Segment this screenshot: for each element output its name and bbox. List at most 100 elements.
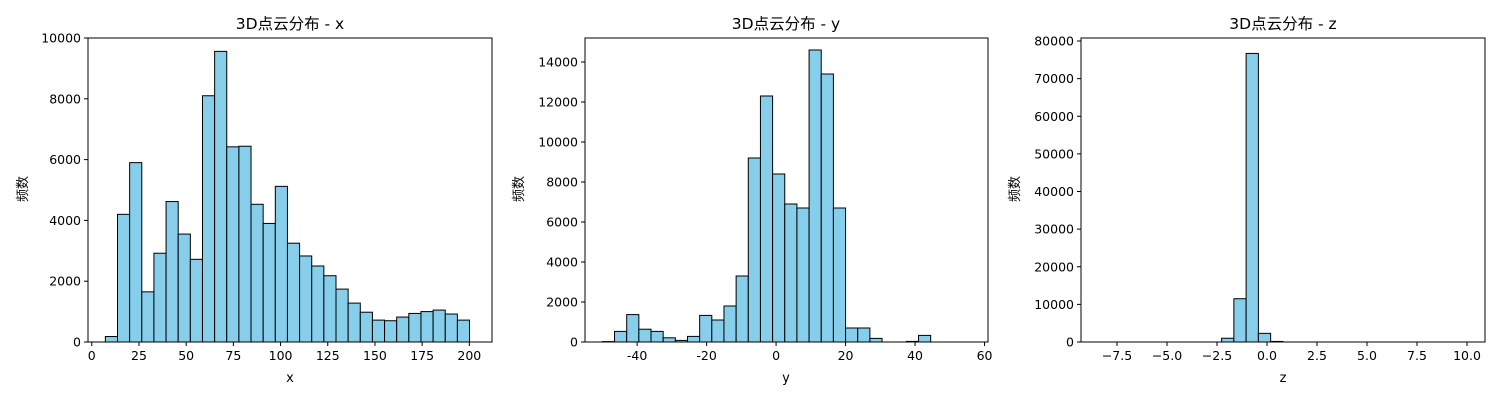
histogram-bar xyxy=(201,95,216,343)
histogram-bar xyxy=(747,157,761,343)
histogram-bar xyxy=(226,146,240,343)
y-ticks: 0 2000 4000 6000 8000 10000 12000 14000 xyxy=(538,55,585,350)
histogram-bar xyxy=(614,330,628,343)
histogram-bar xyxy=(845,327,859,343)
x-tick-label: 50 xyxy=(178,348,194,363)
y-tick-label: 0 xyxy=(73,335,81,350)
histogram-bar xyxy=(918,334,932,343)
y-tick-label: 0 xyxy=(1066,335,1074,350)
x-tick-label: 2.5 xyxy=(1307,348,1327,363)
histogram-bar xyxy=(189,258,203,343)
y-axis-label: 频数 xyxy=(1008,176,1023,202)
histogram-bar xyxy=(723,305,737,343)
x-tick-label: -40 xyxy=(627,348,647,363)
y-tick-label: 60000 xyxy=(1034,109,1074,124)
histogram-bar xyxy=(869,337,883,343)
x-tick-label: 150 xyxy=(363,348,387,363)
histogram-bar xyxy=(444,313,458,343)
histogram-bar xyxy=(238,145,252,343)
histogram-bar xyxy=(808,49,822,343)
histogram-bar xyxy=(274,185,288,343)
histogram-bar xyxy=(820,73,834,343)
x-tick-label: 175 xyxy=(410,348,434,363)
y-tick-label: 10000 xyxy=(538,135,578,150)
x-axis-label: y xyxy=(782,371,790,386)
bars xyxy=(104,50,471,343)
x-tick-label: 40 xyxy=(907,348,923,363)
histogram-bar xyxy=(359,311,373,343)
x-axis-label: x xyxy=(286,371,294,386)
chart-title: 3D点云分布 - y xyxy=(732,15,840,33)
histogram-bar xyxy=(857,327,871,343)
y-tick-label: 2000 xyxy=(49,274,81,289)
x-tick-label: 0 xyxy=(772,348,780,363)
histogram-bar xyxy=(371,319,386,343)
histogram-bar xyxy=(626,314,640,343)
x-tick-label: 75 xyxy=(225,348,241,363)
y-tick-label: 14000 xyxy=(538,55,578,70)
y-tick-label: 4000 xyxy=(49,213,81,228)
histogram-bar xyxy=(299,255,313,343)
x-tick-label: −2.5 xyxy=(1202,348,1232,363)
histogram-bar xyxy=(384,320,398,343)
y-tick-label: 6000 xyxy=(546,215,578,230)
y-tick-label: 8000 xyxy=(49,91,81,106)
x-tick-label: 25 xyxy=(131,348,147,363)
x-tick-label: 0 xyxy=(88,348,96,363)
histogram-bar xyxy=(104,336,119,343)
x-tick-label: 100 xyxy=(269,348,293,363)
histogram-bar xyxy=(1257,332,1272,343)
histogram-bar xyxy=(759,95,774,343)
x-tick-label: 60 xyxy=(977,348,993,363)
y-tick-label: 70000 xyxy=(1034,71,1074,86)
histogram-bar xyxy=(165,201,179,343)
y-ticks: 0 2000 4000 6000 8000 10000 xyxy=(41,31,88,350)
x-tick-label: 125 xyxy=(316,348,340,363)
x-tick-label: 0.0 xyxy=(1257,348,1277,363)
y-tick-label: 4000 xyxy=(546,255,578,270)
y-axis-label: 频数 xyxy=(512,176,527,202)
histogram-bar xyxy=(323,275,337,343)
y-tick-label: 30000 xyxy=(1034,222,1074,237)
y-ticks: 0 10000 20000 30000 40000 50000 60000 70000 8000… xyxy=(1034,34,1081,350)
histogram-bar xyxy=(420,311,434,343)
x-tick-label: −5.0 xyxy=(1152,348,1182,363)
y-tick-label: 80000 xyxy=(1034,34,1074,49)
histogram-bar xyxy=(699,314,713,343)
y-tick-label: 10000 xyxy=(41,31,81,46)
y-tick-label: 50000 xyxy=(1034,146,1074,161)
histogram-x: 3D点云分布 - x x 频数 0 25 50 75 100 125 150 175 200 0… xyxy=(16,15,493,386)
histogram-bar xyxy=(129,162,143,343)
y-tick-label: 40000 xyxy=(1034,184,1074,199)
x-tick-label: 5.0 xyxy=(1357,348,1377,363)
histogram-z: 3D点云分布 - z z 频数 −7.5 −5.0 −2.5 0.0 2.5 5.0 7.5… xyxy=(1008,15,1486,386)
histogram-bar xyxy=(784,203,798,343)
histogram-bar xyxy=(153,252,167,343)
y-tick-label: 8000 xyxy=(546,175,578,190)
y-axis-label: 频数 xyxy=(16,176,31,202)
x-tick-label: 10.0 xyxy=(1453,348,1481,363)
histogram-bar xyxy=(311,265,325,343)
histogram-bar xyxy=(1233,298,1247,343)
x-tick-label: 7.5 xyxy=(1407,348,1427,363)
histogram-bar xyxy=(735,275,749,343)
x-ticks: -40 -20 0 20 40 60 xyxy=(627,342,993,363)
histogram-y: 3D点云分布 - y y 频数 -40 -20 0 20 40 60 0 2000 4000 6… xyxy=(512,15,993,386)
histogram-bar xyxy=(141,291,155,343)
histogram-bar xyxy=(177,233,191,343)
histogram-bar xyxy=(832,207,847,343)
x-axis-label: z xyxy=(1280,371,1287,386)
histogram-bar xyxy=(396,316,410,343)
histogram-bar xyxy=(262,222,276,343)
histogram-bar xyxy=(1245,52,1259,343)
histogram-bar xyxy=(335,288,349,343)
histogram-bar xyxy=(772,173,786,343)
histogram-bar xyxy=(286,242,301,343)
histogram-bar xyxy=(456,319,471,343)
histogram-bar xyxy=(214,50,228,343)
y-tick-label: 6000 xyxy=(49,152,81,167)
chart-title: 3D点云分布 - x xyxy=(236,15,344,33)
histogram-bar xyxy=(796,207,810,343)
plot-frame xyxy=(1080,37,1486,343)
